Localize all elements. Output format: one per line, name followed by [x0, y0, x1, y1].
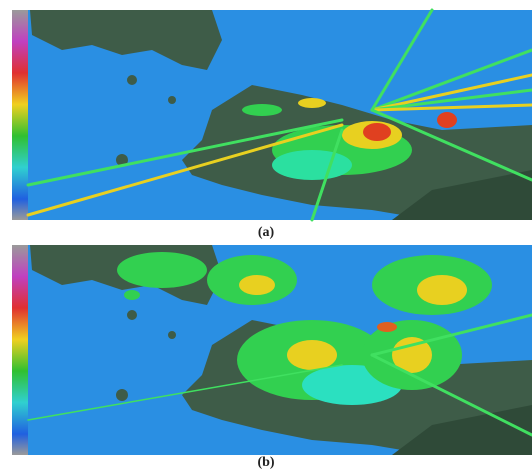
- echo: [363, 123, 391, 141]
- panel-a: [12, 10, 532, 220]
- panel-caption: (b): [257, 455, 274, 470]
- panel-caption: (a): [258, 225, 275, 240]
- echo: [124, 290, 140, 300]
- echo: [377, 322, 397, 332]
- figure: (a) (b): [0, 0, 532, 475]
- color-bar: [12, 245, 28, 455]
- echo: [117, 252, 207, 288]
- echo: [298, 98, 326, 108]
- page: (a) (b) (() => { const data = JSON.parse…: [0, 0, 532, 475]
- echo: [272, 150, 352, 180]
- echo: [242, 104, 282, 116]
- echo: [287, 340, 337, 370]
- panel-b: [12, 245, 532, 455]
- echo: [417, 275, 467, 305]
- color-bar: [12, 10, 28, 220]
- echo: [437, 112, 457, 128]
- echo: [239, 275, 275, 295]
